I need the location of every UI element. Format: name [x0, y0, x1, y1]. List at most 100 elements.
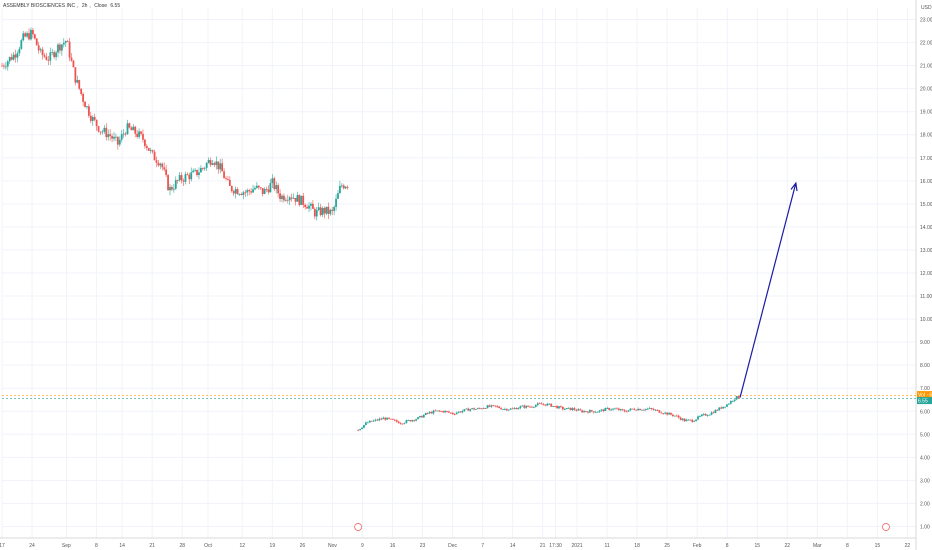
candle-body	[670, 412, 672, 415]
candle-body	[515, 408, 518, 410]
candle-body	[411, 420, 414, 422]
candle-body	[151, 150, 154, 152]
candle-body	[24, 33, 27, 37]
candle-body	[109, 134, 112, 137]
x-tick-label: 8	[846, 543, 849, 549]
candle-body	[292, 197, 295, 199]
candle-body	[142, 133, 144, 140]
candle-body	[161, 163, 164, 168]
x-tick-label: 25	[664, 543, 670, 549]
candle-body	[82, 93, 85, 102]
x-tick-label: 14	[510, 543, 516, 549]
candle-body	[629, 408, 632, 411]
candle-body	[333, 206, 336, 211]
candle-body	[74, 67, 77, 83]
candle-body	[269, 183, 272, 193]
candle-body	[313, 208, 316, 217]
candle-body	[57, 44, 59, 53]
x-tick-label: 22	[905, 543, 911, 549]
candle-body	[33, 34, 36, 39]
candle-body	[430, 412, 433, 414]
y-tick-label: 15.00	[920, 202, 932, 208]
candle-body	[538, 403, 541, 405]
candle-body	[465, 408, 468, 410]
candle-body	[417, 417, 419, 420]
candle-body	[357, 429, 360, 431]
candle-body	[614, 408, 616, 410]
candle-body	[673, 415, 676, 417]
candle-body	[463, 409, 466, 411]
candle-body	[169, 187, 171, 191]
candle-body	[211, 163, 214, 165]
candle-body	[453, 414, 456, 415]
candle-body	[455, 412, 458, 415]
candle-body	[395, 420, 398, 422]
x-tick-label: 14	[119, 543, 125, 549]
earnings-marker[interactable]	[354, 523, 363, 531]
candle-body	[436, 410, 439, 412]
candle-body	[273, 178, 276, 190]
candle-body	[346, 186, 349, 188]
candle-body	[221, 163, 224, 172]
candle-body	[12, 54, 15, 60]
candle-body	[331, 209, 334, 211]
projection-arrow-line[interactable]	[739, 182, 797, 398]
candle-body	[4, 66, 7, 68]
candle-body	[254, 187, 256, 190]
price-tag-volume-text: Vol · 6.68	[918, 393, 932, 399]
candle-body	[95, 119, 98, 127]
x-tick-label: 26	[300, 543, 306, 549]
candle-body	[716, 409, 719, 411]
x-tick-label: 24	[29, 543, 35, 549]
candle-body	[579, 409, 582, 411]
candle-body	[234, 189, 237, 194]
candle-body	[558, 406, 560, 409]
candle-body	[171, 187, 173, 190]
earnings-marker[interactable]	[882, 523, 890, 531]
candle-body	[122, 133, 125, 135]
x-tick-label: 7	[481, 543, 484, 549]
candle-body	[1, 65, 3, 67]
candle-body	[163, 167, 166, 170]
y-tick-label: 16.00	[920, 179, 932, 185]
candle-body	[319, 207, 322, 216]
candle-body	[8, 57, 11, 62]
candle-body	[207, 160, 210, 164]
candle-body	[311, 203, 314, 209]
candle-body	[668, 412, 670, 415]
candle-body	[198, 172, 200, 176]
candle-body	[569, 407, 572, 411]
candle-body	[105, 127, 108, 138]
candle-body	[525, 405, 528, 408]
candle-body	[662, 413, 665, 415]
candle-body	[248, 190, 251, 192]
candle-body	[60, 44, 63, 51]
candle-body	[159, 163, 162, 166]
candle-body	[708, 414, 711, 416]
candle-body	[461, 410, 464, 413]
candle-body	[176, 180, 179, 181]
y-tick-label: 8.00	[920, 363, 930, 369]
candle-body	[136, 133, 139, 137]
candle-body	[149, 150, 152, 151]
candle-body	[6, 61, 9, 67]
candle-body	[30, 29, 32, 40]
candle-body	[679, 417, 682, 420]
candle-body	[556, 405, 558, 409]
candle-body	[608, 407, 611, 410]
candle-body	[359, 429, 361, 431]
candle-body	[68, 41, 71, 58]
y-tick-label: 22.00	[920, 41, 932, 47]
candle-body	[325, 206, 328, 214]
projection-arrow-head[interactable]	[790, 181, 798, 192]
candle-body	[261, 188, 264, 195]
candle-body	[180, 175, 183, 181]
candle-body	[529, 406, 531, 408]
candle-body	[28, 33, 30, 40]
candle-body	[339, 185, 341, 194]
candle-body	[223, 171, 225, 179]
y-tick-label: 17.00	[920, 156, 932, 162]
candle-body	[492, 405, 495, 407]
